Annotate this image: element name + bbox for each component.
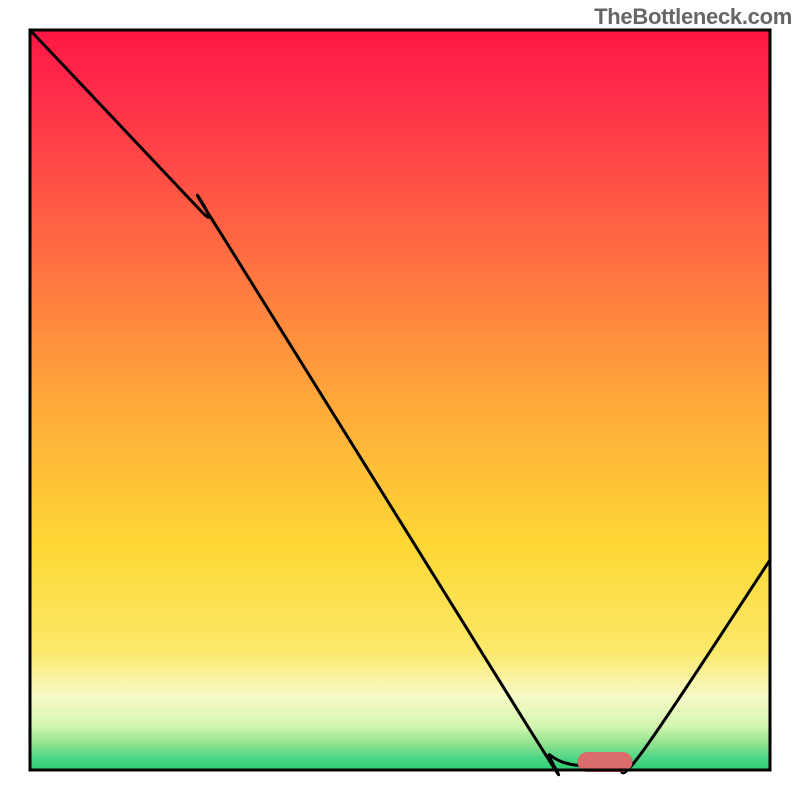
chart-container: TheBottleneck.com	[0, 0, 800, 800]
watermark-text: TheBottleneck.com	[594, 4, 792, 30]
plot-background	[30, 30, 770, 770]
bottleneck-chart	[0, 0, 800, 800]
